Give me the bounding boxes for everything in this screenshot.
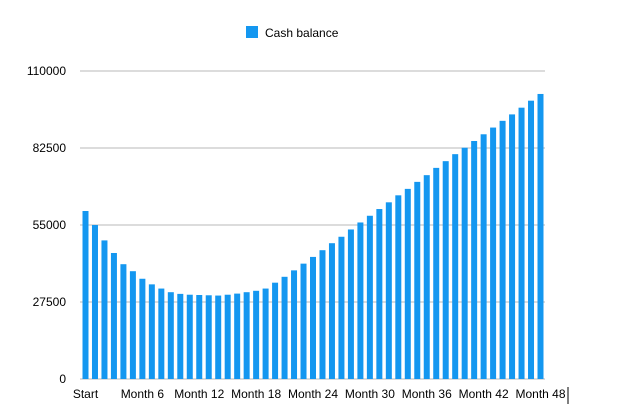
bar[interactable] [509,114,516,380]
bar[interactable] [167,292,174,379]
bar[interactable] [291,270,298,379]
y-tick-label: 110000 [27,64,66,78]
bars [82,93,544,380]
bar[interactable] [423,175,430,379]
x-axis-ticks: Start Month 6 Month 12 Month 18 Month 24 Mont… [73,387,566,401]
bar[interactable] [471,141,478,379]
bar[interactable] [91,225,98,379]
bar[interactable] [300,263,307,379]
bar[interactable] [376,209,383,379]
bar[interactable] [328,243,335,379]
bar[interactable] [442,161,449,379]
bar[interactable] [272,282,279,379]
bar[interactable] [243,292,250,379]
y-axis-ticks: 0 27500 55000 82500 110000 [27,64,66,386]
bar[interactable] [120,264,127,379]
bar[interactable] [177,293,184,379]
bar[interactable] [110,253,117,379]
x-tick-label: Month 48 [515,387,565,401]
y-tick-label: 27500 [33,295,67,309]
bar[interactable] [196,295,203,379]
x-tick-label: Month 36 [402,387,452,401]
bar[interactable] [395,195,402,379]
bar[interactable] [490,127,497,379]
bar[interactable] [357,222,364,379]
x-tick-label: Start [73,387,99,401]
bar[interactable] [452,154,459,379]
bar[interactable] [499,120,506,379]
y-tick-label: 55000 [33,218,67,232]
bar[interactable] [366,215,373,379]
bar[interactable] [461,147,468,379]
bar[interactable] [262,288,269,379]
x-tick-label: Month 18 [231,387,281,401]
bar[interactable] [281,276,288,379]
bar[interactable] [518,107,525,380]
bar[interactable] [404,188,411,379]
bar[interactable] [347,229,354,379]
bar[interactable] [253,290,260,379]
x-tick-label: Month 30 [345,387,395,401]
x-tick-label: Month 12 [174,387,224,401]
bar[interactable] [338,236,345,379]
bar[interactable] [319,250,326,379]
bar[interactable] [82,211,89,379]
y-tick-label: 82500 [33,141,67,155]
y-tick-label: 0 [59,372,66,386]
bar[interactable] [537,93,544,380]
bar[interactable] [528,100,535,380]
bar[interactable] [158,288,165,379]
bar[interactable] [224,294,231,379]
x-tick-label: Month 42 [459,387,509,401]
legend-swatch-cash-balance [246,26,258,38]
bar[interactable] [433,167,440,379]
bar[interactable] [101,240,108,379]
bar[interactable] [234,293,241,379]
bar[interactable] [129,271,136,379]
bar[interactable] [215,295,222,379]
bar[interactable] [139,278,146,379]
bar[interactable] [148,284,155,379]
x-tick-label: Month 24 [288,387,338,401]
legend-label-cash-balance: Cash balance [265,26,339,40]
bar[interactable] [385,202,392,379]
bar[interactable] [186,294,193,379]
legend[interactable]: Cash balance [246,26,339,40]
bar[interactable] [414,181,421,379]
x-tick-label: Month 6 [121,387,165,401]
bar[interactable] [310,256,316,379]
bar[interactable] [480,134,487,379]
bar[interactable] [205,295,212,379]
